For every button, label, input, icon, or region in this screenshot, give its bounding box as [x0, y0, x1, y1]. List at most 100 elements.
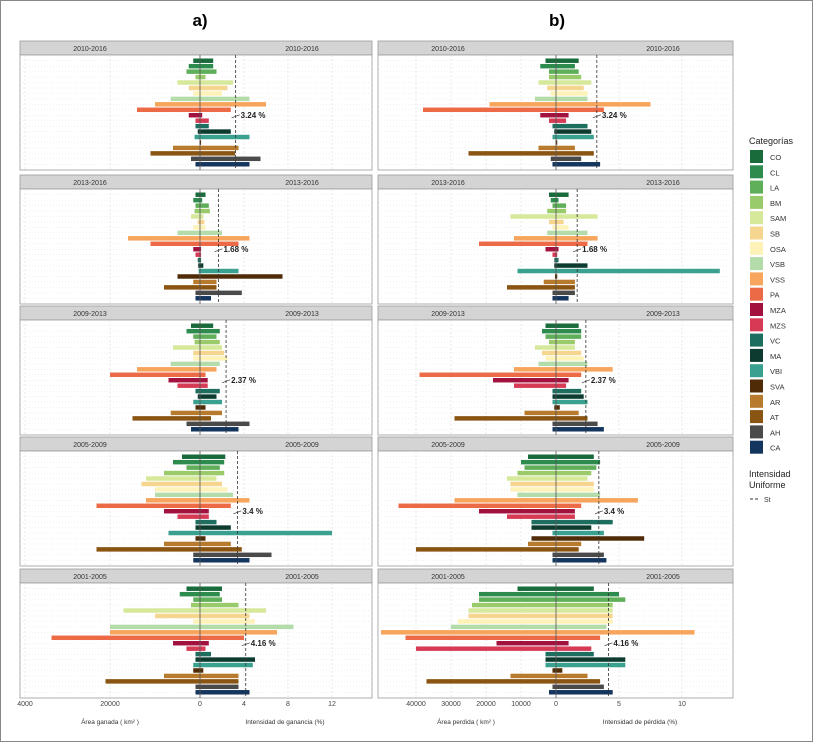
bar-intensity-OSA	[200, 91, 222, 96]
legend-label-MZA: MZA	[770, 306, 786, 315]
legend-swatch-VSB	[750, 257, 763, 271]
bar-area-VBI	[545, 662, 556, 668]
bar-intensity-AR	[200, 541, 231, 547]
facet-label-right: 2005-2009	[285, 442, 319, 449]
bar-area-SVA	[554, 274, 556, 279]
uniform-intensity-label: 1.68 %	[582, 245, 607, 254]
bar-intensity-VBI	[200, 530, 332, 536]
bar-intensity-MA	[556, 263, 588, 268]
axis-tick: 4	[242, 701, 246, 708]
bar-area-AR	[543, 279, 556, 285]
uniform-label-leader	[594, 510, 603, 515]
bar-area-VSB	[110, 624, 200, 630]
bar-intensity-SVA	[200, 405, 206, 410]
bar-intensity-AH	[200, 156, 261, 162]
legend-title: Categorías	[749, 136, 794, 146]
bar-intensity-VBI	[556, 268, 720, 274]
bar-intensity-MZS	[556, 383, 567, 388]
bar-intensity-AT	[556, 151, 594, 156]
bar-area-MZS	[177, 514, 200, 519]
bar-area-MZS	[552, 252, 556, 257]
bar-area-VC	[531, 519, 556, 525]
bar-area-SB	[155, 613, 200, 619]
bar-area-AT	[132, 416, 200, 421]
bar-intensity-CO	[200, 323, 214, 328]
bar-area-MZS	[186, 646, 200, 651]
bar-area-VBI	[552, 134, 556, 140]
bar-intensity-LA	[200, 203, 209, 208]
bar-area-AT	[96, 547, 200, 552]
bar-intensity-AH	[556, 156, 582, 162]
axis-tick: 0	[554, 701, 558, 708]
facet-label-left: 2010-2016	[73, 46, 107, 53]
bar-intensity-VC	[200, 651, 211, 657]
bar-intensity-CO	[556, 58, 579, 63]
axis-tick: 10000	[511, 701, 531, 708]
bar-area-CA	[552, 296, 556, 301]
bar-intensity-BM	[556, 208, 567, 214]
bar-intensity-OSA	[200, 487, 228, 492]
bar-intensity-SVA	[556, 668, 563, 673]
bar-intensity-MA	[200, 657, 255, 662]
bar-intensity-BM	[200, 470, 225, 476]
bar-area-SAM	[468, 608, 556, 613]
bar-intensity-AT	[200, 151, 236, 156]
panel-b-label: b)	[549, 11, 565, 30]
bar-intensity-MA	[200, 394, 217, 399]
facet-label-right: 2013-2016	[285, 180, 319, 187]
bar-intensity-CA	[200, 690, 250, 695]
bar-intensity-BM	[200, 339, 220, 345]
uniform-label-leader	[221, 379, 231, 384]
bar-area-CO	[186, 586, 200, 591]
bar-area-VC	[195, 651, 200, 657]
bar-intensity-VSS	[200, 498, 250, 503]
bar-area-BM	[194, 339, 200, 345]
facet-a-4: 2001-2005 2001-2005 4.16 %	[19, 568, 373, 699]
facet-plot-area	[19, 319, 373, 436]
uniform-label-leader	[592, 114, 601, 119]
legend-swatch-VC	[750, 333, 763, 347]
bar-area-LA	[479, 597, 556, 602]
bar-intensity-AH	[556, 421, 598, 427]
bar-area-VSB	[517, 492, 556, 498]
bar-intensity-CL	[556, 328, 582, 334]
bar-intensity-BM	[556, 602, 613, 608]
bar-intensity-AR	[200, 279, 217, 285]
bar-area-VSS	[381, 630, 556, 635]
bar-intensity-MA	[556, 394, 584, 399]
bar-area-VSS	[146, 498, 200, 503]
bar-intensity-PA	[556, 107, 604, 113]
bar-intensity-VSB	[200, 361, 220, 367]
bar-intensity-MA	[200, 263, 204, 268]
bar-intensity-SAM	[200, 608, 266, 613]
bar-area-VSS	[514, 367, 556, 372]
legend-swatch-MZA	[750, 303, 763, 316]
bar-area-BM	[517, 470, 556, 476]
bar-intensity-PA	[556, 241, 588, 247]
bar-intensity-AR	[556, 145, 575, 151]
bar-intensity-MZA	[556, 640, 569, 646]
uniform-intensity-label: 4.16 %	[251, 639, 276, 648]
facet-b-4: 2001-2005 2001-2005 4.16 %	[377, 568, 734, 699]
bar-intensity-VSB	[200, 624, 294, 630]
bar-intensity-VC	[556, 123, 588, 129]
bar-area-OSA	[458, 619, 556, 624]
bar-area-SVA	[195, 405, 200, 410]
bar-area-MA	[195, 525, 200, 530]
bar-intensity-VSB	[556, 361, 588, 367]
bar-area-OSA	[193, 225, 200, 230]
bar-area-AR	[164, 673, 200, 679]
legend-swatch-AT	[750, 410, 763, 424]
legend-swatch-MA	[750, 348, 763, 362]
legend-label-VSS: VSS	[770, 275, 785, 284]
uniform-intensity-label: 2.37 %	[591, 376, 616, 385]
bar-area-BM	[195, 74, 200, 80]
bar-intensity-SB	[556, 350, 582, 356]
bar-intensity-AH	[200, 552, 272, 558]
bar-intensity-AR	[200, 673, 239, 679]
bar-intensity-SVA	[556, 140, 558, 145]
bar-intensity-CO	[200, 58, 214, 63]
bar-area-VC	[195, 123, 200, 129]
legend-swatch-PA	[750, 287, 763, 301]
bar-area-CA	[195, 162, 200, 167]
